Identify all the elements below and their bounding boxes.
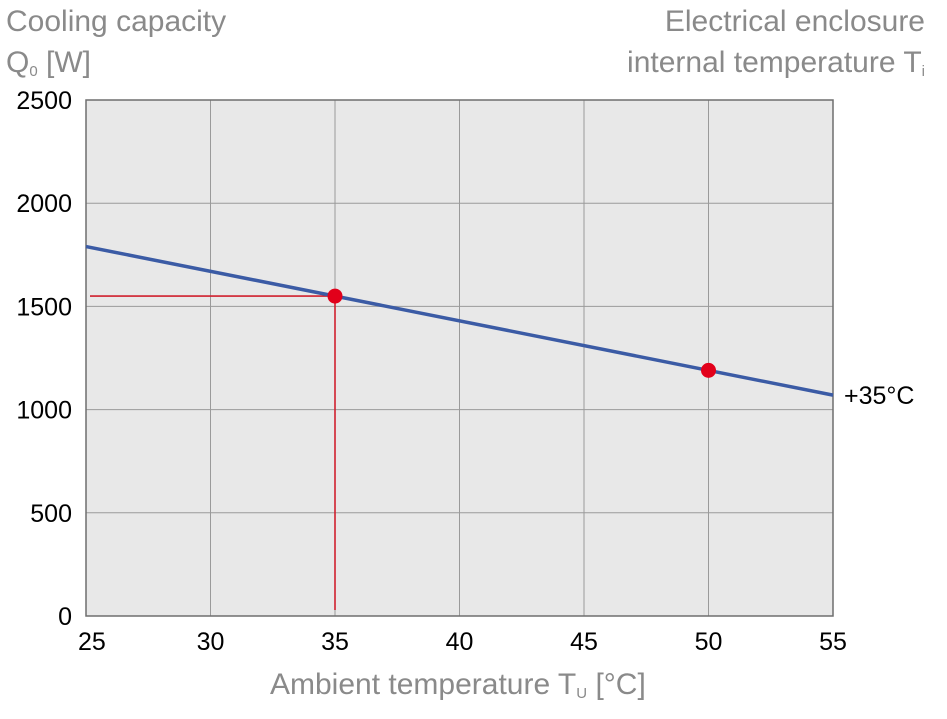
y-axis-label-line2: Q0 [W] — [6, 44, 91, 91]
y-axis-subscript: 0 — [29, 63, 38, 80]
y-tick-label: 2000 — [16, 190, 72, 218]
y-tick-label: 1000 — [16, 397, 72, 425]
x-tick-label: 35 — [321, 628, 349, 656]
internal-temp-subscript: i — [921, 63, 925, 80]
x-tick-label: 50 — [695, 628, 723, 656]
y-axis-label-line1: Cooling capacity — [6, 5, 227, 38]
y-tick-label: 500 — [30, 500, 72, 528]
x-tick-label: 40 — [446, 628, 474, 656]
internal-temp-label-line1: Electrical enclosure — [664, 5, 925, 38]
plot-frame — [85, 99, 834, 617]
x-axis-label-unit: [°C] — [587, 668, 646, 701]
y-axis-symbol: Q — [6, 46, 30, 79]
internal-temp-text: internal temperature T — [627, 46, 922, 79]
x-tick-label: 25 — [78, 628, 106, 656]
x-axis-label-text: Ambient temperature T — [270, 668, 577, 701]
y-tick-label: 1500 — [16, 293, 72, 321]
x-tick-label: 45 — [570, 628, 598, 656]
x-tick-label: 55 — [819, 628, 847, 656]
x-axis-label-subscript: U — [576, 685, 588, 702]
data-point — [701, 362, 716, 378]
x-axis-label: Ambient temperature TU [°C] — [270, 666, 646, 713]
series-label: +35°C — [844, 382, 914, 410]
data-point — [327, 288, 343, 304]
y-tick-label: 0 — [58, 603, 72, 631]
y-axis-unit: [W] — [37, 46, 92, 79]
y-tick-label: 2500 — [16, 87, 72, 115]
x-tick-label: 30 — [197, 628, 225, 656]
internal-temp-label-line2: internal temperature Ti — [627, 44, 925, 91]
